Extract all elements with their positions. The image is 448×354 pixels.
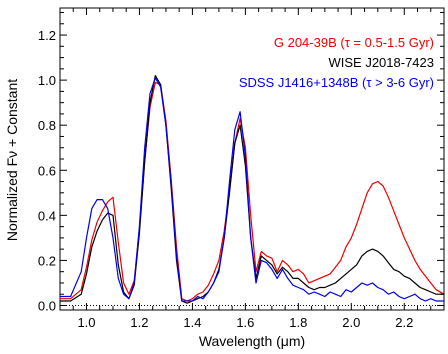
- spectra-series: [60, 74, 445, 304]
- legend: G 204-39B (τ = 0.5-1.5 Gyr) WISE J2018-7…: [239, 35, 434, 90]
- series-line-g204: [60, 81, 445, 302]
- y-tick-label: 0.8: [38, 118, 56, 133]
- legend-entry-g204: G 204-39B (τ = 0.5-1.5 Gyr): [274, 35, 434, 50]
- x-tick-label: 2.0: [342, 315, 360, 330]
- plot-frame: [59, 7, 445, 311]
- y-tick-label: 0.4: [38, 208, 56, 223]
- legend-entry-sdss: SDSS J1416+1348B (τ > 3-6 Gyr): [239, 75, 434, 90]
- y-tick-label: 0.2: [38, 253, 56, 268]
- x-tick-label: 1.6: [236, 315, 254, 330]
- series-line-sdss: [60, 77, 444, 302]
- y-tick-label: 0.0: [38, 298, 56, 313]
- y-tick-label: 0.6: [38, 163, 56, 178]
- x-tick-label: 1.8: [289, 315, 307, 330]
- x-tick-label: 1.2: [130, 315, 148, 330]
- y-tick-label: 1.0: [38, 73, 56, 88]
- x-tick-label: 1.4: [183, 315, 201, 330]
- x-tick-label: 2.2: [395, 315, 413, 330]
- x-axis-title: Wavelength (μm): [199, 333, 305, 349]
- legend-entry-wise: WISE J2018-7423: [328, 55, 434, 70]
- axis-ticks: 1.0 1.2 1.4 1.6 1.8 2.0 2.2 0.0 0.2 0.4 0.6 0.8 1.0 1…: [38, 8, 445, 330]
- x-tick-label: 1.0: [77, 315, 95, 330]
- y-tick-label: 1.2: [38, 28, 56, 43]
- y-axis-title: Normalized Fν + Constant: [4, 79, 20, 241]
